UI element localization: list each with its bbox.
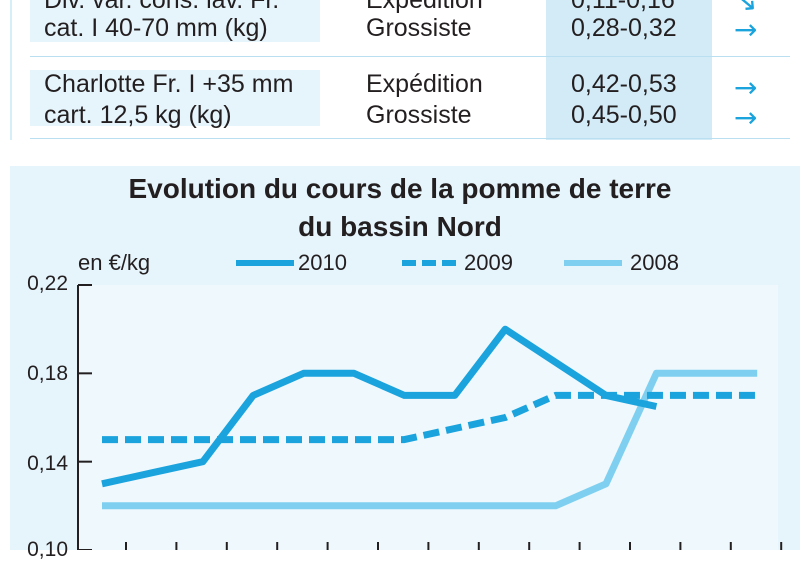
legend-label: 2009 <box>464 250 513 275</box>
stage-label: Expédition <box>366 0 483 14</box>
legend-swatch <box>564 260 622 266</box>
stage-label: Grossiste <box>366 101 472 129</box>
right-arrow-icon: → <box>734 101 758 134</box>
right-arrow-icon: → <box>734 71 758 104</box>
stage-label: Expédition <box>366 70 483 98</box>
product-name: Charlotte Fr. I +35 mm <box>44 70 294 98</box>
price-value: 0,28-0,32 <box>571 14 677 42</box>
price-column <box>546 0 712 140</box>
price-table: Div. var. cons. lav. Fr. cat. I 40-70 mm… <box>0 0 800 140</box>
product-name: cart. 12,5 kg (kg) <box>44 101 232 129</box>
chart-subtitle: du bassin Nord <box>298 211 502 242</box>
y-tick-label: 0,22 <box>27 272 68 295</box>
series-line-2008 <box>102 369 758 510</box>
right-arrow-icon: → <box>734 13 758 46</box>
table-border <box>10 0 12 140</box>
chart-title: Evolution du cours de la pomme de terre <box>128 173 672 204</box>
product-name: cat. I 40-70 mm (kg) <box>44 14 268 42</box>
legend-swatch <box>236 260 294 266</box>
plot-area <box>78 285 778 550</box>
y-axis-unit-label: en €/kg <box>78 250 151 275</box>
price-value: 0,45-0,50 <box>571 101 677 129</box>
y-tick-label: 0,18 <box>27 362 68 385</box>
legend-label: 2010 <box>298 250 347 275</box>
price-value: 0,11-0,16 <box>571 0 675 14</box>
row-divider <box>30 56 790 57</box>
row-divider <box>30 138 790 139</box>
product-name: Div. var. cons. lav. Fr. <box>44 0 280 14</box>
legend-swatch <box>402 260 460 266</box>
series-line-2010 <box>101 325 658 488</box>
legend-label: 2008 <box>630 250 679 275</box>
series-line-2009 <box>102 391 758 444</box>
product-cell <box>30 0 320 42</box>
price-value: 0,42-0,53 <box>571 70 677 98</box>
product-cell <box>30 70 320 126</box>
line-chart <box>77 284 783 550</box>
stage-label: Grossiste <box>366 14 472 42</box>
y-tick-label: 0,14 <box>27 452 68 475</box>
